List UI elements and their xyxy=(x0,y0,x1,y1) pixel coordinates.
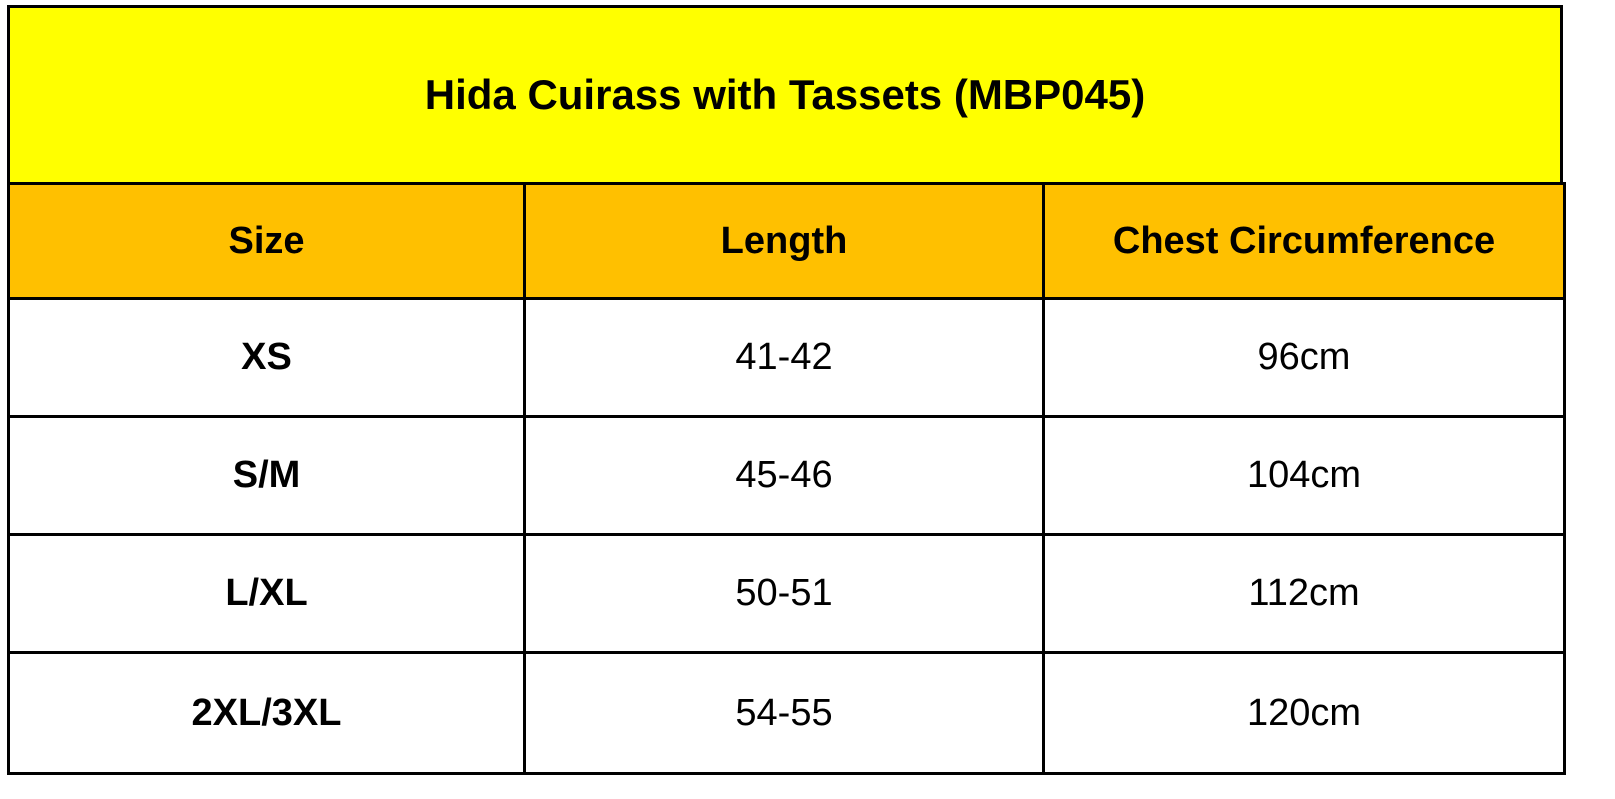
size-cell: L/XL xyxy=(7,533,526,654)
data-cell: 41-42 xyxy=(523,297,1045,418)
column-header: Size xyxy=(7,182,526,300)
table-title: Hida Cuirass with Tassets (MBP045) xyxy=(7,5,1563,185)
size-cell: S/M xyxy=(7,415,526,536)
data-cell: 120cm xyxy=(1042,651,1566,775)
size-cell: XS xyxy=(7,297,526,418)
size-cell: 2XL/3XL xyxy=(7,651,526,775)
data-cell: 45-46 xyxy=(523,415,1045,536)
data-cell: 104cm xyxy=(1042,415,1566,536)
data-cell: 50-51 xyxy=(523,533,1045,654)
column-header: Chest Circumference xyxy=(1042,182,1566,300)
data-cell: 54-55 xyxy=(523,651,1045,775)
data-cell: 96cm xyxy=(1042,297,1566,418)
data-cell: 112cm xyxy=(1042,533,1566,654)
column-header: Length xyxy=(523,182,1045,300)
